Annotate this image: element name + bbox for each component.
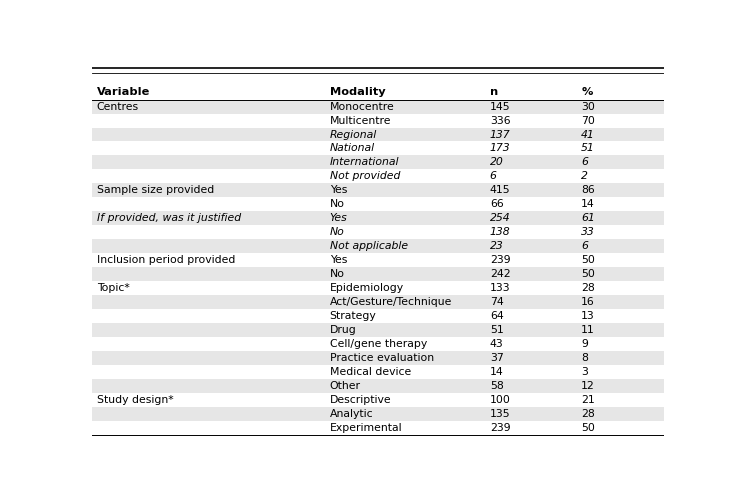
Text: 51: 51	[490, 325, 503, 335]
Bar	[92, 211, 664, 225]
Text: Experimental: Experimental	[330, 423, 402, 433]
Text: 239: 239	[490, 423, 511, 433]
Text: 6: 6	[582, 157, 588, 168]
Text: 13: 13	[582, 311, 595, 321]
Text: 58: 58	[490, 381, 503, 391]
Text: Other: Other	[330, 381, 361, 391]
Text: 6: 6	[582, 241, 588, 251]
Text: Topic*: Topic*	[97, 283, 130, 293]
Text: 137: 137	[490, 129, 511, 139]
Text: 50: 50	[582, 255, 595, 265]
Text: 86: 86	[582, 186, 595, 195]
Text: 138: 138	[490, 227, 511, 237]
Text: No: No	[330, 199, 345, 209]
Text: 28: 28	[582, 283, 595, 293]
Text: 41: 41	[582, 129, 595, 139]
Text: 28: 28	[582, 409, 595, 419]
Text: 11: 11	[582, 325, 595, 335]
Text: 64: 64	[490, 311, 503, 321]
Bar	[92, 379, 664, 393]
Text: National: National	[330, 143, 375, 153]
Text: Multicentre: Multicentre	[330, 116, 391, 125]
Text: Sample size provided: Sample size provided	[97, 186, 214, 195]
Text: 336: 336	[490, 116, 511, 125]
Bar	[92, 127, 664, 141]
Text: Strategy: Strategy	[330, 311, 376, 321]
Text: 61: 61	[582, 213, 595, 223]
Text: 145: 145	[490, 102, 511, 112]
Text: Drug: Drug	[330, 325, 356, 335]
Text: Yes: Yes	[330, 186, 347, 195]
Text: Inclusion period provided: Inclusion period provided	[97, 255, 235, 265]
Text: 14: 14	[582, 199, 595, 209]
Text: 33: 33	[582, 227, 595, 237]
Text: Variable: Variable	[97, 87, 151, 97]
Text: Yes: Yes	[330, 255, 347, 265]
Text: 14: 14	[490, 367, 503, 377]
Text: 20: 20	[490, 157, 503, 168]
Bar	[92, 323, 664, 337]
Text: 23: 23	[490, 241, 503, 251]
Text: 30: 30	[582, 102, 595, 112]
Text: Study design*: Study design*	[97, 395, 173, 405]
Text: 12: 12	[582, 381, 595, 391]
Bar	[92, 239, 664, 253]
Text: Not provided: Not provided	[330, 172, 400, 182]
Text: 173: 173	[490, 143, 511, 153]
Text: International: International	[330, 157, 399, 168]
Text: Analytic: Analytic	[330, 409, 373, 419]
Text: Practice evaluation: Practice evaluation	[330, 353, 434, 363]
Text: 66: 66	[490, 199, 503, 209]
Text: Modality: Modality	[330, 87, 385, 97]
Text: 242: 242	[490, 269, 511, 279]
Text: 8: 8	[582, 353, 588, 363]
Text: 37: 37	[490, 353, 503, 363]
Text: Medical device: Medical device	[330, 367, 411, 377]
Bar	[92, 184, 664, 197]
Text: 2: 2	[582, 172, 588, 182]
Text: 3: 3	[582, 367, 588, 377]
Text: 100: 100	[490, 395, 511, 405]
Text: Epidemiology: Epidemiology	[330, 283, 404, 293]
Text: 50: 50	[582, 269, 595, 279]
Bar	[92, 407, 664, 421]
Text: n: n	[490, 87, 498, 97]
Text: Act/Gesture/Technique: Act/Gesture/Technique	[330, 297, 452, 307]
Text: Cell/gene therapy: Cell/gene therapy	[330, 339, 427, 349]
Text: 254: 254	[490, 213, 511, 223]
Text: 21: 21	[582, 395, 595, 405]
Text: No: No	[330, 269, 345, 279]
Text: Centres: Centres	[97, 102, 139, 112]
Bar	[92, 155, 664, 170]
Text: If provided, was it justified: If provided, was it justified	[97, 213, 241, 223]
Text: %: %	[582, 87, 593, 97]
Text: 43: 43	[490, 339, 503, 349]
Bar	[92, 351, 664, 365]
Text: 16: 16	[582, 297, 595, 307]
Bar	[92, 100, 664, 114]
Text: 239: 239	[490, 255, 511, 265]
Text: 50: 50	[582, 423, 595, 433]
Bar	[92, 267, 664, 281]
Text: 135: 135	[490, 409, 511, 419]
Text: Yes: Yes	[330, 213, 348, 223]
Text: No: No	[330, 227, 345, 237]
Text: 74: 74	[490, 297, 503, 307]
Text: 70: 70	[582, 116, 595, 125]
Text: 6: 6	[490, 172, 497, 182]
Text: 9: 9	[582, 339, 588, 349]
Text: Not applicable: Not applicable	[330, 241, 407, 251]
Text: 51: 51	[582, 143, 595, 153]
Text: Monocentre: Monocentre	[330, 102, 394, 112]
Text: 415: 415	[490, 186, 511, 195]
Text: Regional: Regional	[330, 129, 377, 139]
Bar	[92, 295, 664, 309]
Text: Descriptive: Descriptive	[330, 395, 391, 405]
Text: 133: 133	[490, 283, 511, 293]
